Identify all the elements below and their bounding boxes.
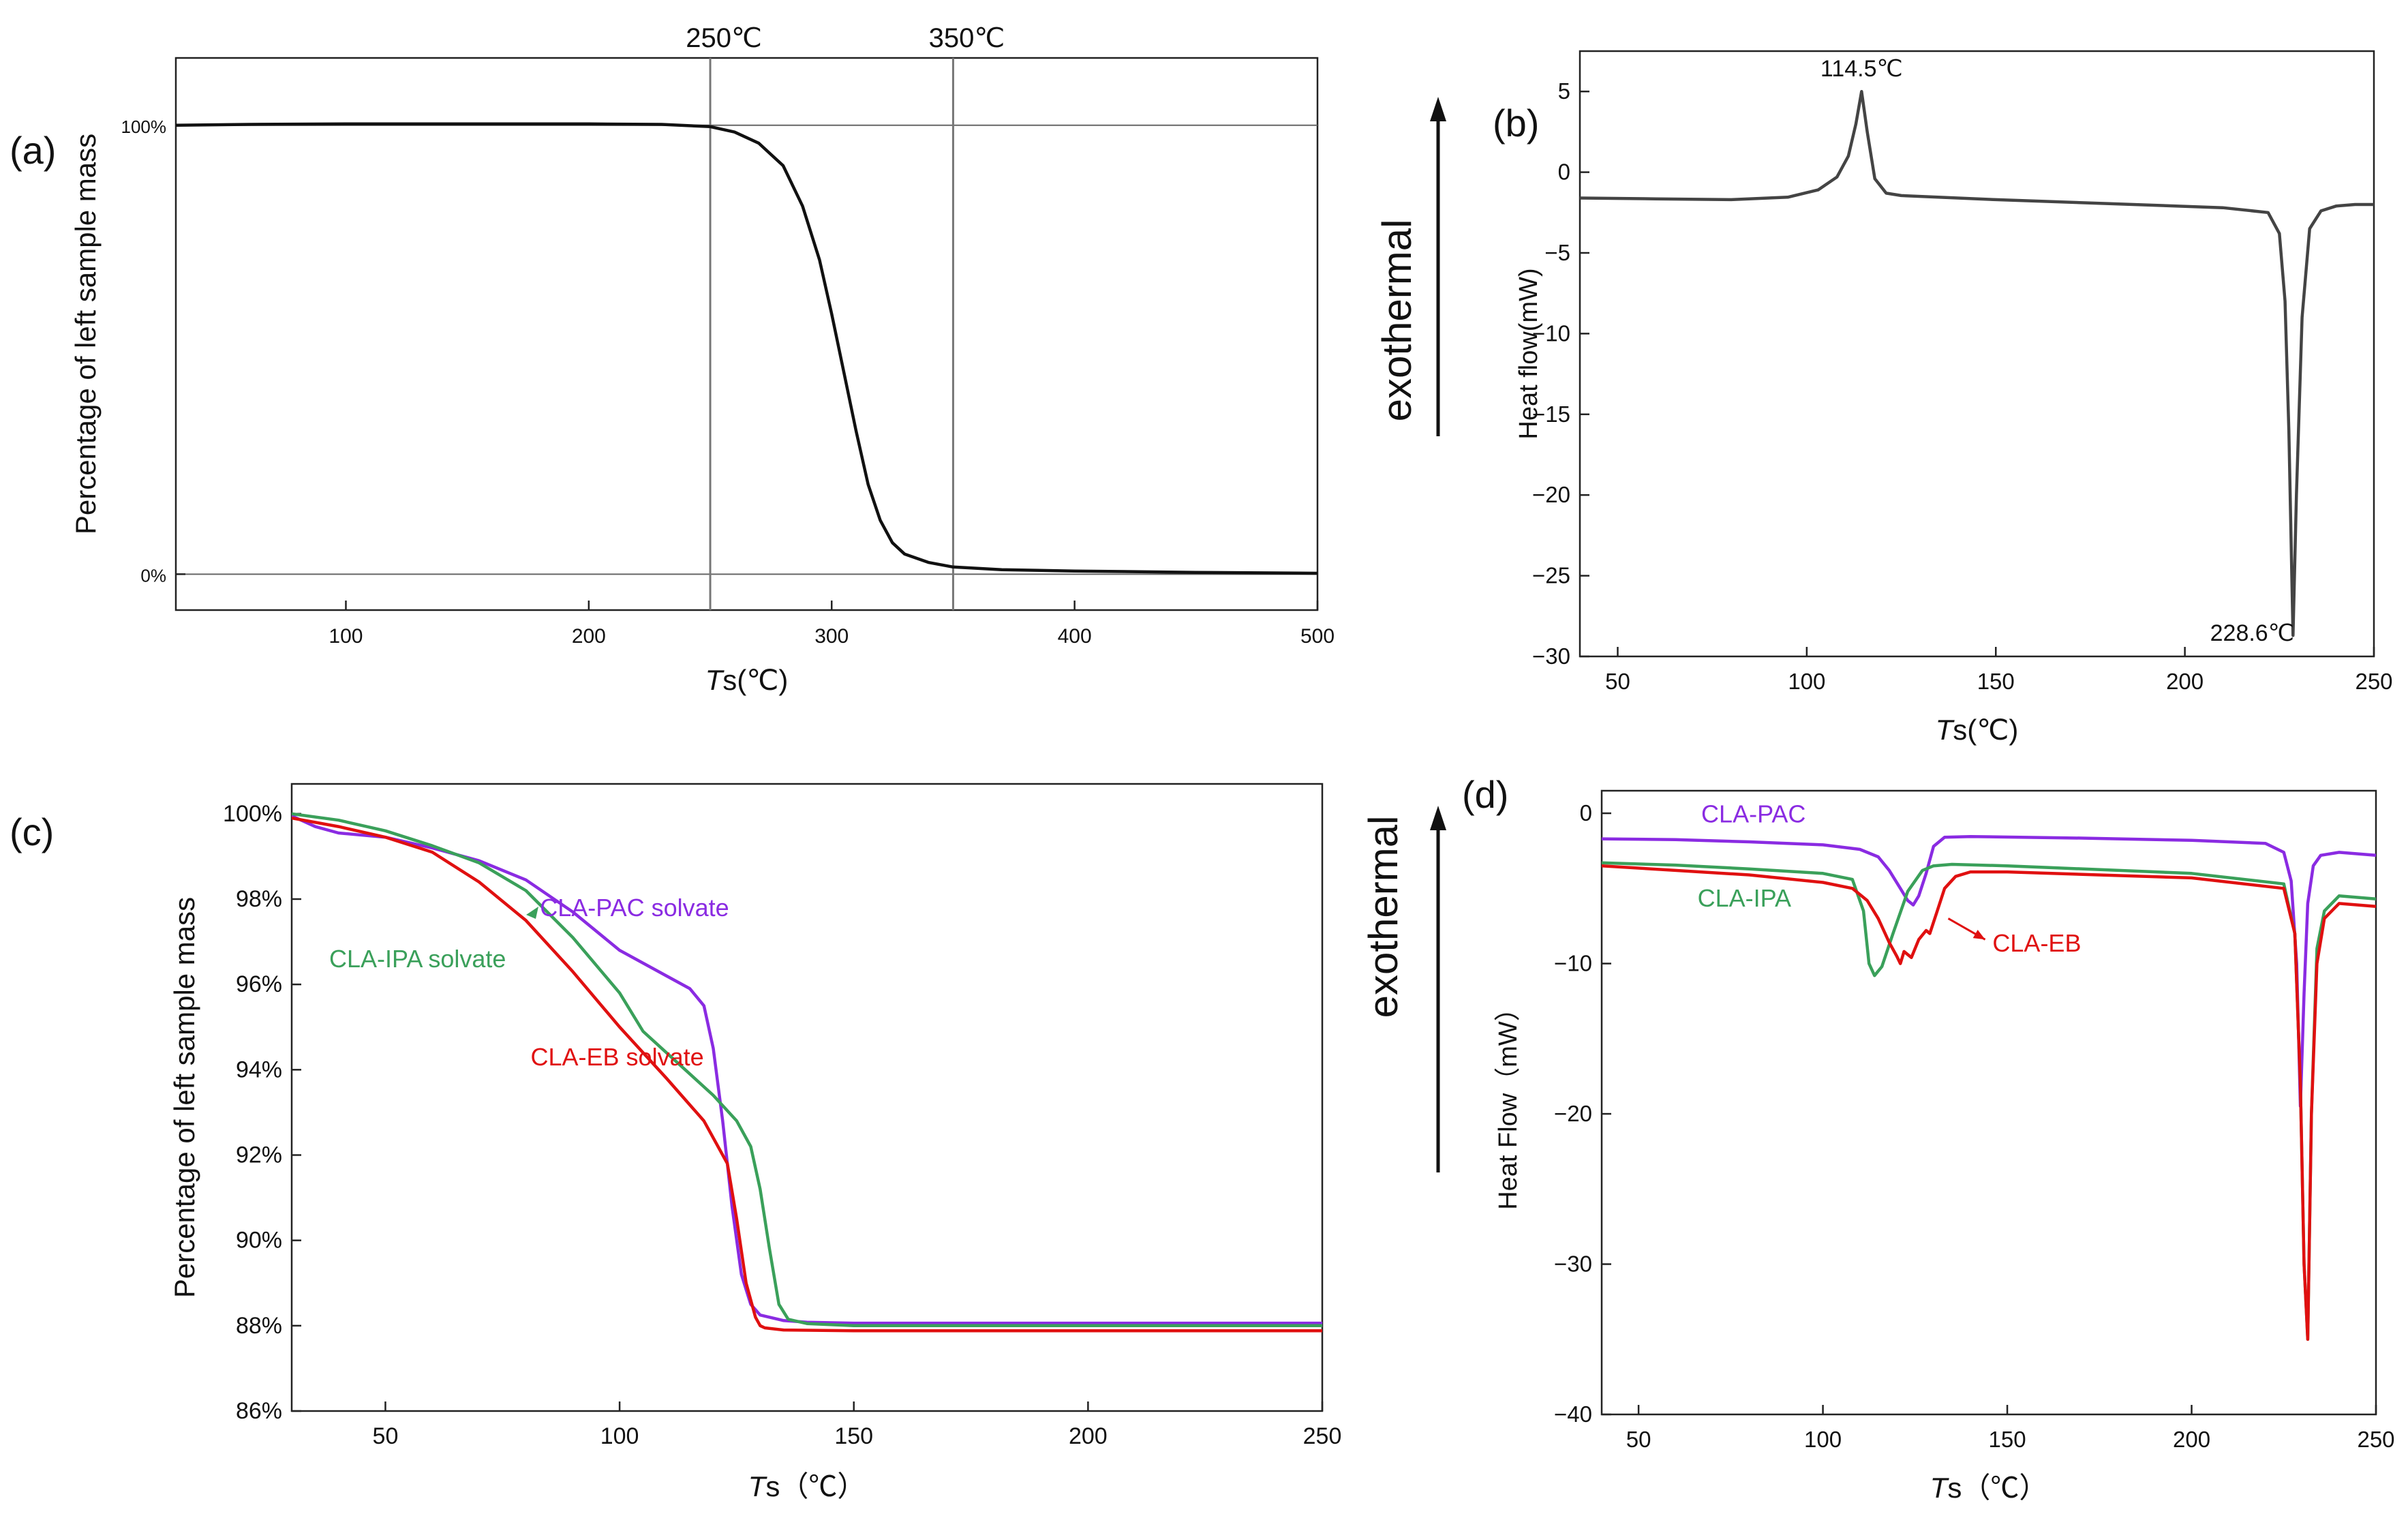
x-tick-label: 500	[1300, 625, 1335, 648]
x-axis-label-rest: s(℃)	[722, 664, 788, 696]
series-label: CLA-PAC solvate	[540, 894, 729, 922]
x-axis-label-rest: s（℃）	[765, 1470, 866, 1502]
y-axis-label: Percentage of left sample mass	[70, 134, 102, 534]
y-tick-label: 90%	[236, 1228, 282, 1254]
series-label: CLA-IPA	[1698, 884, 1791, 912]
vline-label: 250℃	[686, 23, 762, 53]
x-tick-label: 200	[2166, 669, 2204, 694]
y-tick-label: −40	[1554, 1401, 1592, 1427]
y-tick-label: −30	[1532, 643, 1570, 669]
x-tick-label: 150	[1977, 669, 2015, 694]
y-tick-label: −10	[1554, 951, 1592, 976]
x-tick-label: 200	[572, 625, 606, 648]
y-axis-label: Heat Flow（mW）	[1494, 995, 1523, 1210]
x-axis-label-rest: s（℃）	[1947, 1472, 2047, 1504]
y-axis-label: Heat flow(mW)	[1514, 268, 1543, 439]
dsc-chart-d: 50 100 150 200 250 0 −10 −20 −30 −40 Ts（℃） Heat Flo…	[1494, 789, 2395, 1504]
y-tick-label: 5	[1558, 78, 1570, 104]
exothermal-indicator-top: exothermal	[1374, 97, 1446, 436]
x-axis-label-rest: s(℃)	[1953, 714, 2018, 746]
series-label: CLA-EB	[1992, 929, 2081, 957]
x-tick-label: 200	[2173, 1427, 2210, 1452]
plot-frame	[290, 783, 1324, 1412]
series-line-cla-ipa-solvate	[292, 812, 1322, 1328]
series-label: CLA-EB solvate	[531, 1043, 704, 1071]
x-tick-label: 100	[1804, 1427, 1842, 1452]
vline-label: 350℃	[929, 23, 1005, 53]
y-tick-label: 94%	[236, 1057, 282, 1082]
y-tick-label: −5	[1544, 240, 1570, 265]
series-line-cla-eb	[1602, 864, 2376, 1341]
x-axis-label: Ts（℃）	[1930, 1472, 2048, 1504]
x-tick-label: 100	[329, 625, 363, 648]
series-line-0	[1580, 89, 2374, 637]
x-axis-label-italic: T	[748, 1470, 768, 1502]
y-tick-label: −20	[1554, 1101, 1592, 1126]
x-axis-label-italic: T	[1936, 714, 1955, 746]
label-pointer-arrowhead	[1972, 929, 1985, 940]
y-tick-label: −25	[1532, 563, 1570, 588]
y-tick-label: 98%	[236, 886, 282, 912]
x-axis-label: Ts(℃)	[705, 664, 789, 696]
x-tick-label: 150	[834, 1423, 873, 1449]
x-axis-label: Ts（℃）	[748, 1470, 866, 1502]
x-tick-label: 250	[1303, 1423, 1342, 1449]
tga-chart-c: 50 100 150 200 250 100% 98% 96% 94% 92% 90% 88% 86% T…	[168, 783, 1342, 1502]
y-tick-label: 100%	[121, 117, 167, 137]
series-line-cla-eb-solvate	[292, 816, 1322, 1333]
series-line-0	[176, 122, 1317, 575]
dsc-chart-b: 50 100 150 200 25050−5−10−15−20−25−30Ts(℃)He…	[1514, 50, 2393, 746]
x-tick-label: 400	[1058, 625, 1092, 648]
exothermal-label: exothermal	[1360, 816, 1406, 1018]
y-tick-label: 88%	[236, 1313, 282, 1339]
x-tick-label: 200	[1069, 1423, 1108, 1449]
y-tick-label: 0%	[140, 565, 166, 586]
series-label: CLA-IPA solvate	[329, 945, 506, 973]
x-tick-label: 100	[1788, 669, 1825, 694]
panel-label-b: (b)	[1493, 102, 1539, 145]
peak-annotation: 114.5℃	[1820, 56, 1903, 82]
plot-frame	[174, 57, 1319, 611]
y-tick-label: −10	[1532, 320, 1570, 346]
y-tick-label: 0	[1580, 800, 1592, 825]
x-tick-label: 50	[1626, 1427, 1651, 1452]
y-tick-label: 100%	[223, 801, 282, 827]
y-tick-label: 96%	[236, 971, 282, 997]
panel-label-d: (d)	[1462, 773, 1508, 816]
exothermal-label: exothermal	[1374, 219, 1420, 422]
exothermal-arrowhead	[1430, 806, 1446, 830]
ipa-label-pointer	[526, 907, 538, 919]
x-tick-label: 50	[1605, 669, 1630, 694]
x-axis-label: Ts(℃)	[1936, 714, 2019, 746]
panel-label-c: (c)	[10, 810, 54, 853]
y-axis-label: Percentage of left sample mass	[168, 897, 200, 1298]
panel-label-a: (a)	[10, 129, 56, 172]
x-tick-label: 300	[814, 625, 849, 648]
plot-frame	[1579, 50, 2375, 658]
exothermal-arrowhead	[1430, 97, 1446, 121]
x-tick-label: 250	[2355, 669, 2392, 694]
x-axis-label-italic: T	[705, 664, 725, 696]
y-tick-label: 86%	[236, 1398, 282, 1424]
series-line-cla-pac	[1602, 834, 2376, 1108]
y-tick-label: −30	[1554, 1252, 1592, 1277]
x-tick-label: 50	[373, 1423, 399, 1449]
series-label: CLA-PAC	[1701, 800, 1805, 828]
y-tick-label: −15	[1532, 401, 1570, 427]
plot-frame	[1600, 789, 2377, 1416]
y-tick-label: 92%	[236, 1142, 282, 1168]
x-axis-label-italic: T	[1930, 1472, 1950, 1504]
peak-annotation: 228.6℃	[2210, 620, 2294, 646]
y-tick-label: 0	[1558, 160, 1570, 185]
exothermal-indicator-bottom: exothermal	[1360, 806, 1446, 1172]
tga-chart-a: 250℃ 350℃ 100 200 300 400 500 0% 100% Ts(℃) Percen…	[70, 23, 1335, 696]
x-tick-label: 150	[1989, 1427, 2026, 1452]
x-tick-label: 100	[600, 1423, 639, 1449]
y-tick-label: −20	[1532, 482, 1570, 507]
x-tick-label: 250	[2357, 1427, 2394, 1452]
